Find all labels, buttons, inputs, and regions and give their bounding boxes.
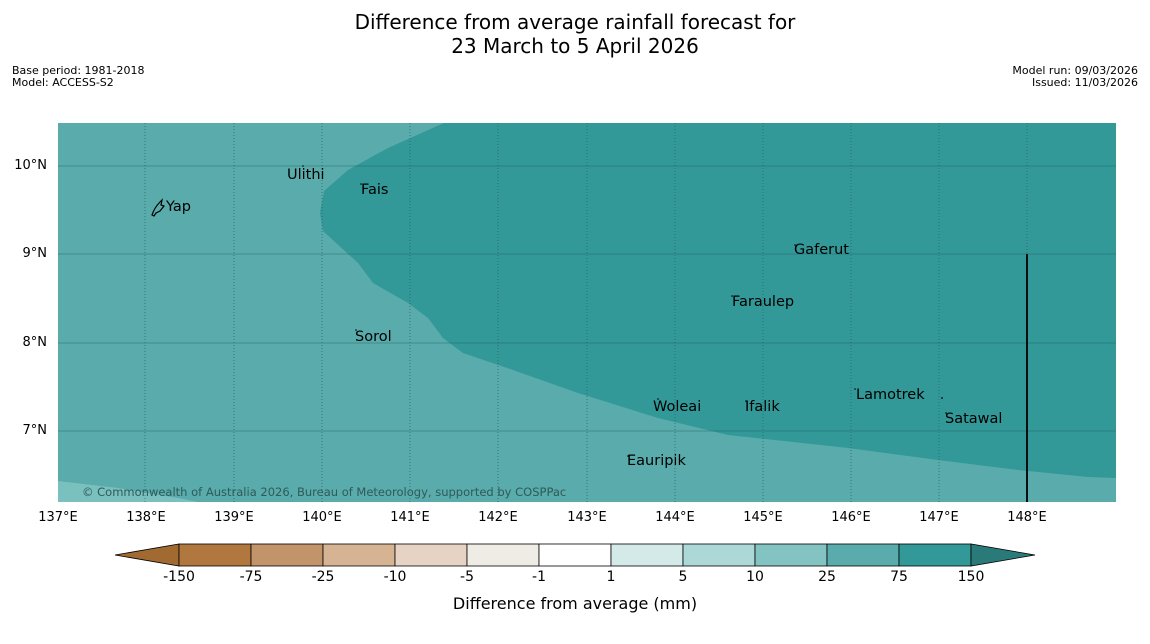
issued-text: Issued: 11/03/2026 [1031, 76, 1138, 89]
colorbar-label: -5 [460, 569, 474, 585]
colorbar-label: 5 [678, 569, 688, 585]
colorbar-label: -75 [239, 569, 263, 585]
chart-title: Difference from average rainfall forecas… [0, 10, 1150, 58]
title-line-2: 23 March to 5 April 2026 [451, 34, 699, 58]
colorbar-label: -1 [532, 569, 546, 585]
colorbar-segment [538, 543, 612, 567]
lon-label-141e: 141°E [390, 510, 430, 525]
colorbar-label: -150 [163, 569, 195, 585]
colorbar-extend-low [114, 543, 180, 567]
lon-label-144e: 144°E [655, 510, 695, 525]
place-label-satawal: Satawal [945, 411, 1003, 427]
lon-label-148e: 148°E [1007, 510, 1047, 525]
colorbar-label: -25 [311, 569, 335, 585]
colorbar-segment [826, 543, 900, 567]
colorbar-label: 1 [606, 569, 616, 585]
colorbar-segment [898, 543, 972, 567]
lat-label-7n: 7°N [22, 423, 48, 438]
lon-label-145e: 145°E [743, 510, 783, 525]
place-label-fais: Fais [361, 182, 389, 198]
lon-label-142e: 142°E [478, 510, 518, 525]
colorbar-segment [682, 543, 756, 567]
colorbar [114, 543, 1036, 567]
lat-label-10n: 10°N [14, 158, 47, 173]
colorbar-extend-high [970, 543, 1036, 567]
colorbar-label: -10 [383, 569, 407, 585]
colorbar-label: 75 [890, 569, 908, 585]
meridians [144, 123, 1028, 502]
meta-right: Model run: 09/03/2026 Issued: 11/03/2026 [1012, 65, 1138, 89]
region-75-to-150 [320, 123, 1116, 478]
colorbar-label: 150 [957, 569, 985, 585]
lat-label-9n: 9°N [22, 246, 48, 261]
lon-label-147e: 147°E [919, 510, 959, 525]
yap-island-outline [151, 198, 166, 217]
place-label-yap: Yap [166, 199, 191, 215]
lon-label-137e: 137°E [38, 510, 78, 525]
place-label-ulithi: Ulithi [287, 167, 325, 183]
lon-label-140e: 140°E [302, 510, 342, 525]
lat-label-8n: 8°N [22, 335, 48, 350]
place-label-woleai: Woleai [653, 399, 702, 415]
rainfall-map: Yap Ulithi Fais Gaferut Faraulep Sorol W… [58, 123, 1116, 502]
place-label-lamotrek: Lamotrek [856, 387, 925, 403]
map-canvas [58, 123, 1116, 502]
colorbar-label: 10 [746, 569, 764, 585]
title-line-1: Difference from average rainfall forecas… [354, 10, 796, 34]
place-label-gaferut: Gaferut [794, 242, 849, 258]
lon-label-139e: 139°E [214, 510, 254, 525]
place-label-eauripik: Eauripik [627, 453, 686, 469]
colorbar-segment [178, 543, 252, 567]
colorbar-segment [466, 543, 540, 567]
place-label-faraulep: Faraulep [732, 294, 795, 310]
colorbar-title: Difference from average (mm) [452, 594, 698, 613]
colorbar-segment [250, 543, 324, 567]
colorbar-segment [610, 543, 684, 567]
island-dots [302, 165, 947, 457]
place-label-sorol: Sorol [355, 329, 392, 345]
colorbar-segment [754, 543, 828, 567]
copyright-text: © Commonwealth of Australia 2026, Bureau… [82, 485, 567, 499]
colorbar-segment [394, 543, 468, 567]
model-run-text: Model run: 09/03/2026 [1012, 64, 1138, 77]
colorbar-segment [322, 543, 396, 567]
base-period-text: Base period: 1981-2018 [12, 64, 145, 77]
place-label-ifalik: Ifalik [745, 399, 780, 415]
lon-label-138e: 138°E [126, 510, 166, 525]
lon-label-146e: 146°E [831, 510, 871, 525]
lon-label-143e: 143°E [567, 510, 607, 525]
colorbar-label: 25 [818, 569, 836, 585]
model-text: Model: ACCESS-S2 [12, 76, 114, 89]
region-lower-left-pale [58, 481, 198, 502]
meta-left: Base period: 1981-2018 Model: ACCESS-S2 [12, 65, 144, 89]
